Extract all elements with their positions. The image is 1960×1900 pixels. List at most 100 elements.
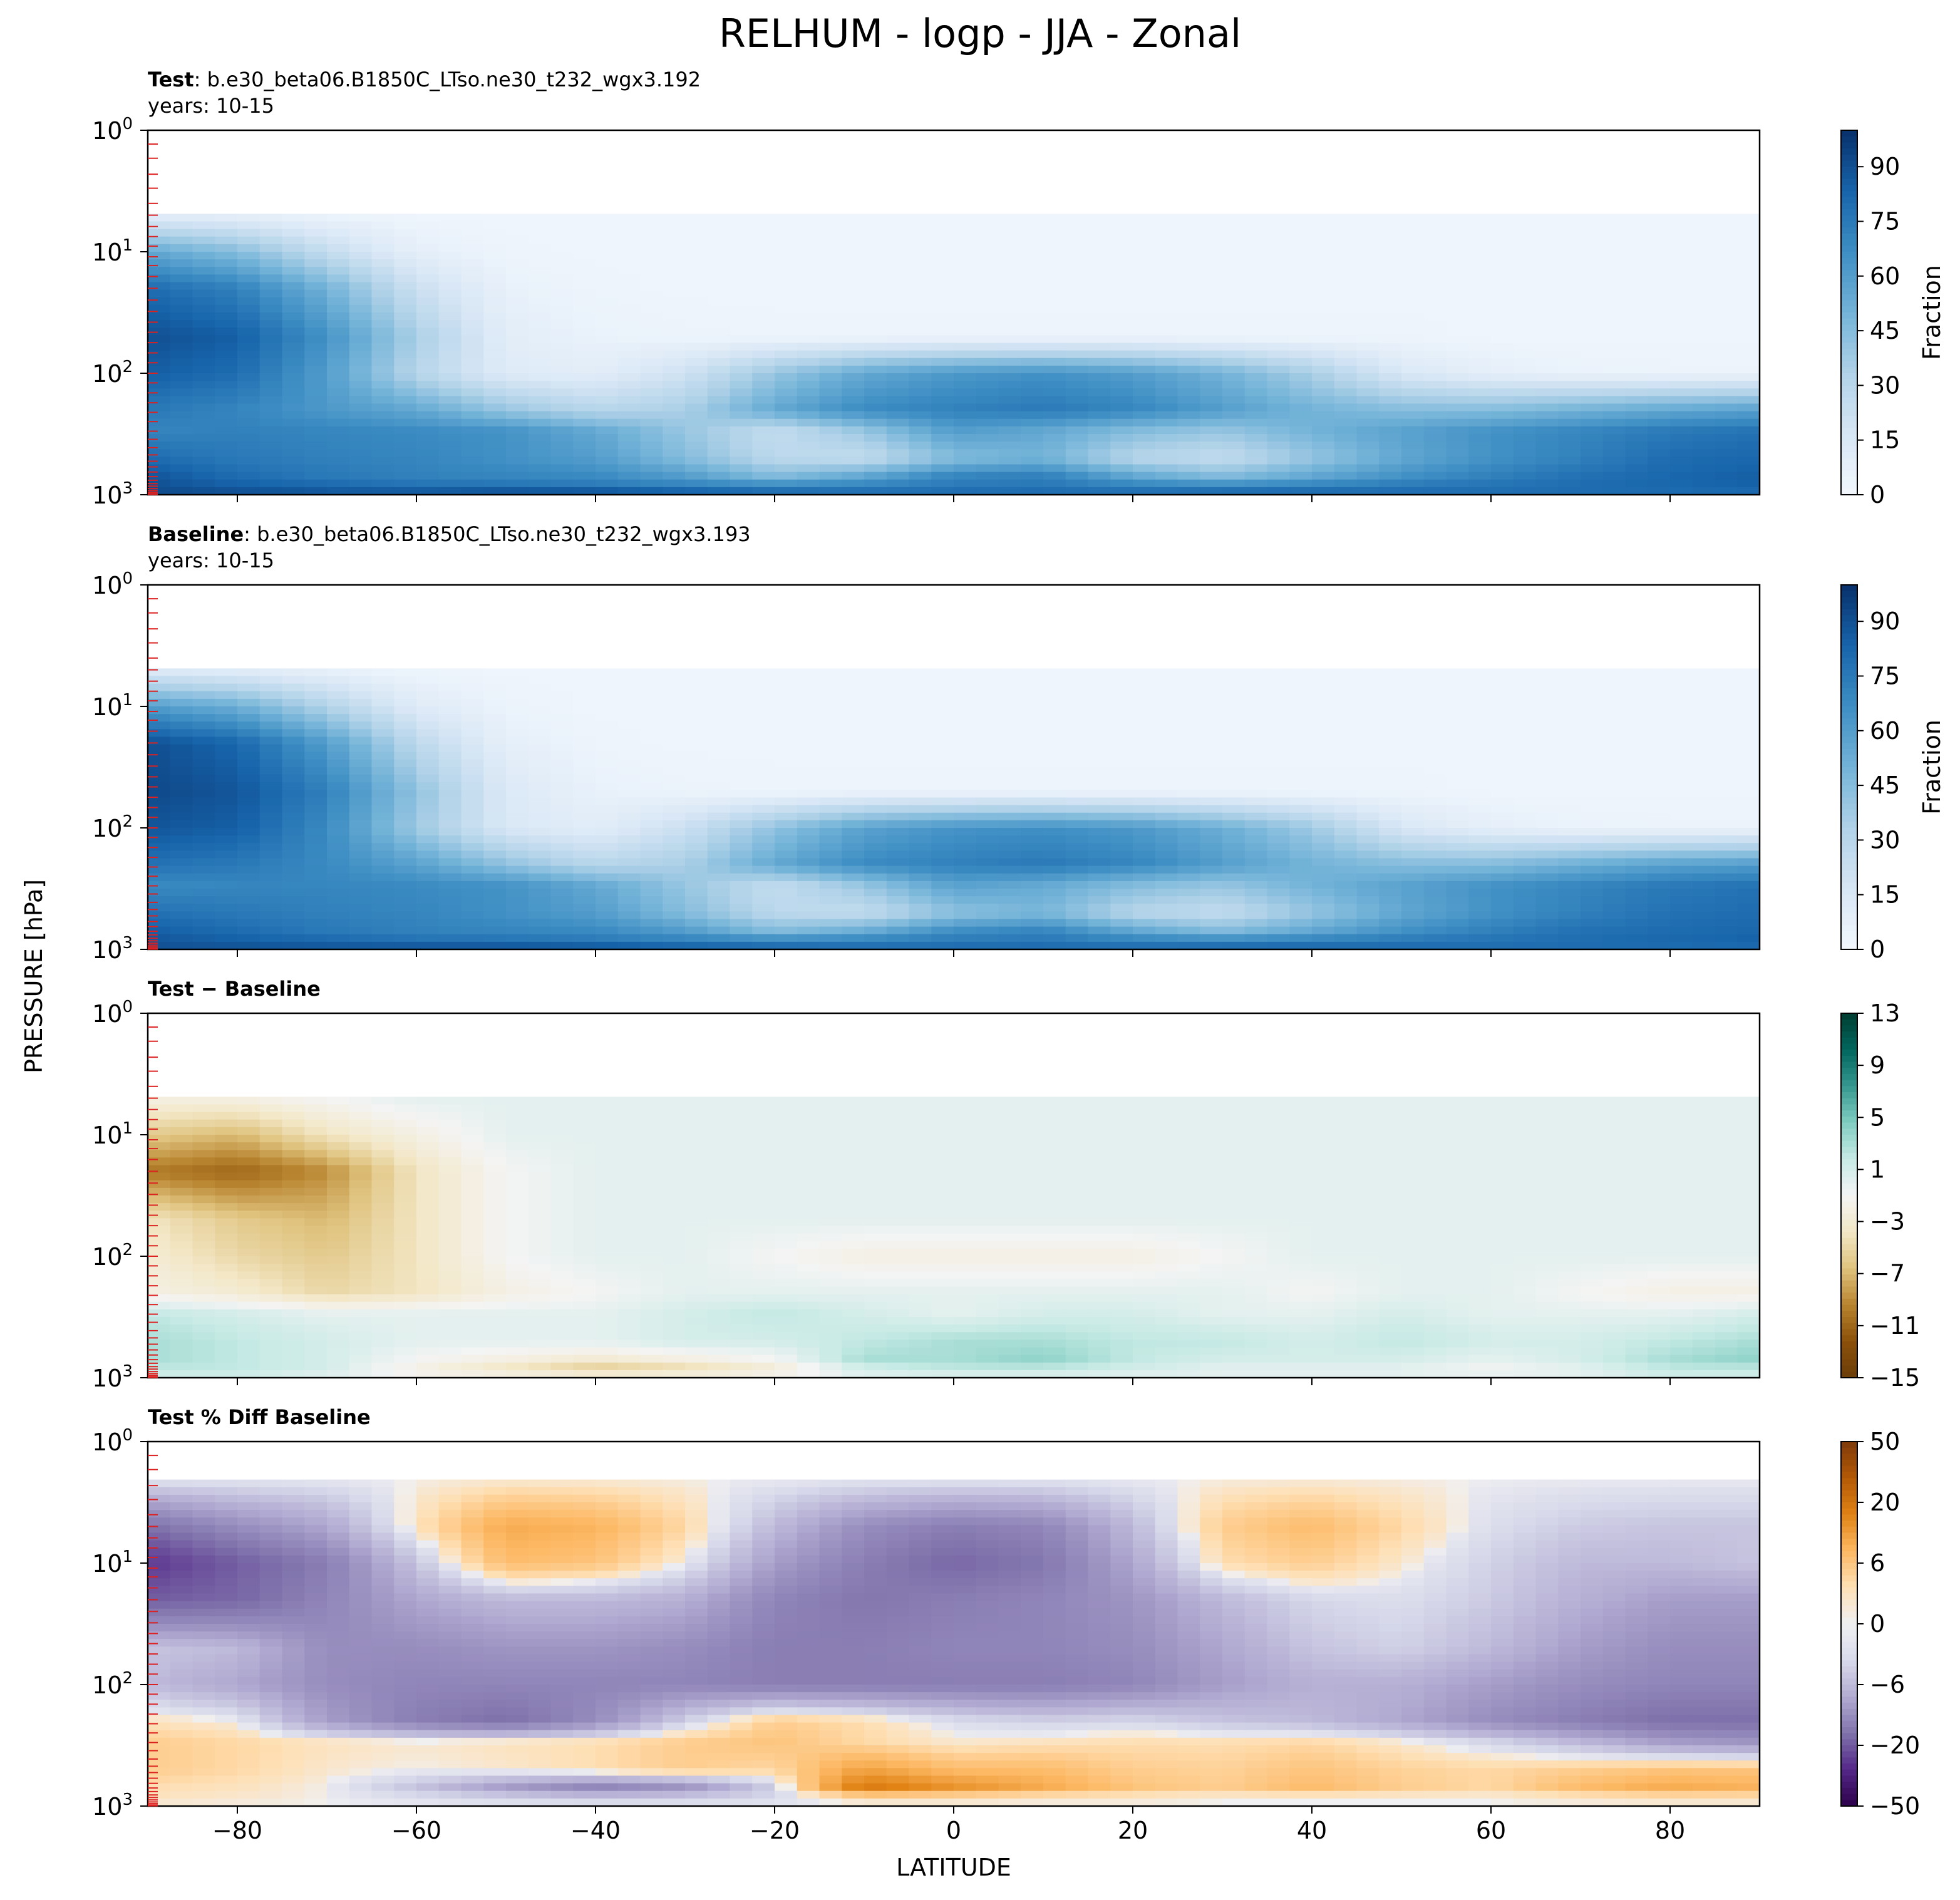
heat-cell-baseline (215, 729, 238, 738)
heat-cell-test (1379, 457, 1402, 465)
heat-cell-baseline (282, 653, 305, 661)
heat-cell-test (1379, 418, 1402, 427)
heat-cell-test (1737, 175, 1760, 184)
heat-cell-test (1737, 335, 1760, 344)
heat-cell-test (528, 274, 552, 283)
heat-cell-test (304, 221, 328, 230)
heat-cell-baseline (730, 691, 753, 700)
heat-cell-test (1200, 244, 1223, 252)
heat-cell-test (573, 145, 596, 153)
heat-cell-test (349, 365, 373, 374)
heat-cell-test (573, 487, 596, 495)
heat-cell-baseline (596, 698, 619, 707)
heat-cell-test (842, 411, 865, 420)
heat-cell-test (730, 267, 753, 275)
heat-cell-test (1648, 381, 1671, 389)
colorbar-swatch (1841, 452, 1857, 459)
heat-cell-baseline (573, 622, 596, 631)
heat-cell-test (685, 457, 708, 465)
heat-cell-test (259, 487, 283, 495)
heat-cell-test (1244, 335, 1268, 344)
heat-cell-test (304, 434, 328, 442)
heat-cell-baseline (1133, 668, 1156, 677)
heat-cell-test (909, 214, 932, 222)
heat-cell-test (1648, 274, 1671, 283)
heat-cell-baseline (1155, 607, 1179, 616)
heat-cell-test (349, 138, 373, 146)
heat-cell-test (282, 304, 305, 313)
heat-cell-test (1715, 229, 1738, 237)
heat-cell-test (304, 199, 328, 207)
heat-cell-test (909, 350, 932, 359)
heat-cell-test (1222, 411, 1246, 420)
heat-cell-baseline (1602, 615, 1626, 624)
heat-cell-test (438, 411, 462, 420)
heat-cell-test (1043, 145, 1066, 153)
colorbar-swatch (1841, 154, 1857, 162)
heat-cell-test (909, 304, 932, 313)
heat-cell-baseline (259, 714, 283, 722)
heat-cell-baseline (1581, 646, 1604, 654)
heat-cell-test (1535, 312, 1559, 321)
heat-cell-test (1222, 199, 1246, 207)
heat-cell-baseline (954, 592, 977, 601)
heat-cell-test (461, 396, 484, 405)
heat-cell-baseline (259, 592, 283, 601)
heat-cell-test (573, 335, 596, 344)
heat-cell-test (237, 282, 260, 291)
heat-cell-test (1267, 441, 1290, 450)
heat-cell-test (573, 388, 596, 396)
heat-cell-test (327, 297, 350, 306)
heat-cell-test (1423, 175, 1447, 184)
heat-cell-baseline (1535, 646, 1559, 654)
heat-cell-test (1244, 312, 1268, 321)
heat-cell-test (998, 464, 1021, 473)
colorbar-label: Fraction (1918, 265, 1946, 360)
heat-cell-test (192, 472, 215, 480)
heat-cell-test (1289, 441, 1313, 450)
heat-cell-test (1423, 130, 1447, 138)
heat-cell-baseline (752, 683, 775, 692)
heat-cell-test (461, 373, 484, 381)
heat-cell-baseline (327, 615, 350, 624)
heat-cell-baseline (1088, 661, 1111, 669)
heat-cell-baseline (1334, 600, 1358, 608)
heat-cell-baseline (1670, 668, 1693, 677)
heat-cell-baseline (394, 653, 417, 661)
heat-cell-test (886, 175, 910, 184)
heat-cell-test (909, 229, 932, 237)
heat-cell-baseline (1267, 698, 1290, 707)
heat-cell-test (528, 191, 552, 199)
heat-cell-test (1043, 411, 1066, 420)
heat-cell-test (371, 479, 395, 488)
heat-cell-baseline (998, 676, 1021, 684)
heat-cell-baseline (528, 653, 552, 661)
heat-cell-test (1021, 199, 1044, 207)
heat-cell-test (640, 282, 663, 291)
y-tick-label: 100 (92, 115, 133, 145)
heat-cell-test (842, 130, 865, 138)
heat-cell-test (1244, 160, 1268, 169)
heat-cell-baseline (998, 714, 1021, 722)
heat-cell-test (1602, 199, 1626, 207)
heat-cell-test (1334, 487, 1358, 495)
heat-cell-test (1088, 183, 1111, 192)
heat-cell-test (752, 304, 775, 313)
heat-cell-test (1133, 153, 1156, 162)
colorbar-swatch (1841, 415, 1857, 423)
heat-cell-test (1133, 244, 1156, 252)
heat-cell-test (1334, 403, 1358, 412)
heat-cell-test (931, 214, 954, 222)
heat-cell-baseline (886, 714, 910, 722)
heat-cell-baseline (349, 691, 373, 700)
heat-cell-baseline (327, 607, 350, 616)
heat-cell-test (461, 464, 484, 473)
heat-cell-test (1692, 206, 1716, 214)
heat-cell-baseline (506, 721, 529, 730)
heat-cell-test (1423, 426, 1447, 435)
heat-cell-test (438, 487, 462, 495)
heat-cell-baseline (1423, 585, 1447, 593)
heat-cell-test (1446, 244, 1469, 252)
heat-cell-baseline (1043, 668, 1066, 677)
heat-cell-test (797, 312, 820, 321)
